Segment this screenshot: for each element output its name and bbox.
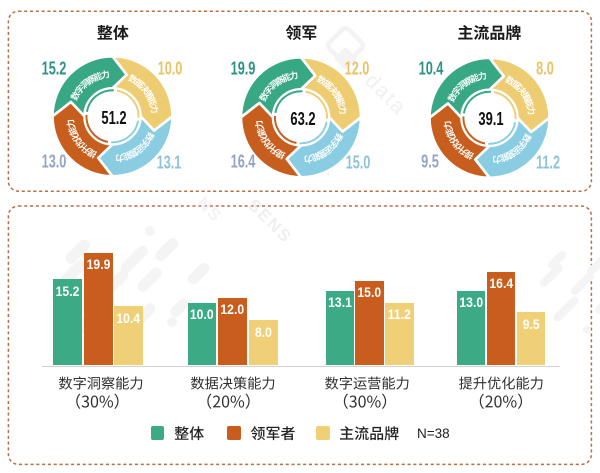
svg-text:SENS: SENS — [244, 195, 296, 247]
